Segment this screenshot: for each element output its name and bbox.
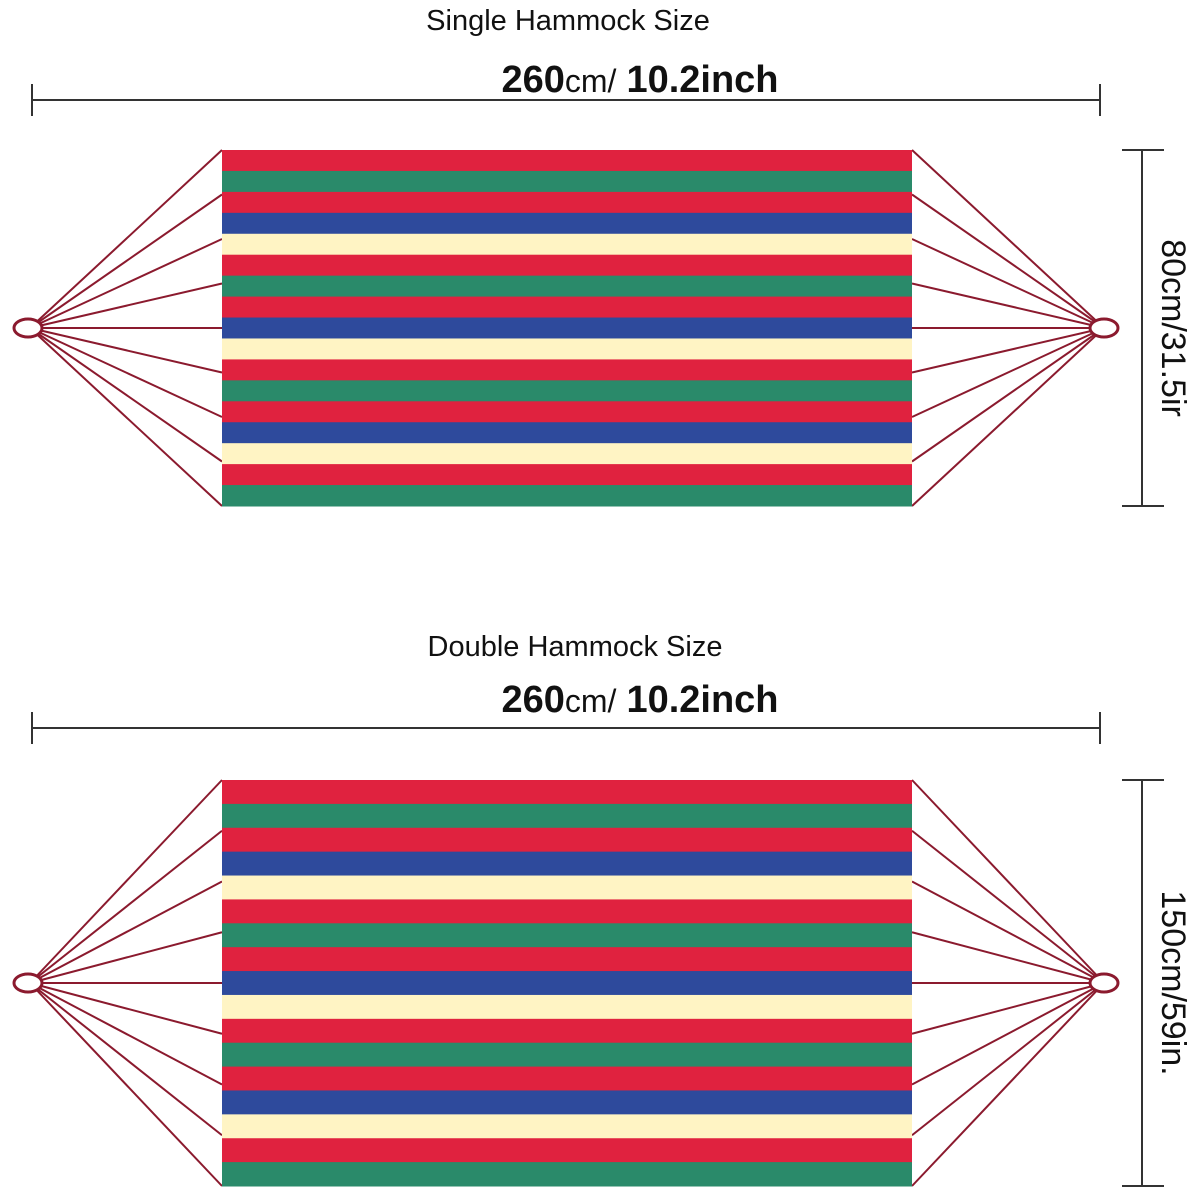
stripe: [222, 923, 912, 948]
rope: [911, 880, 1105, 984]
rope: [29, 982, 223, 1035]
ring: [12, 972, 44, 994]
stripe: [222, 947, 912, 972]
stripe: [222, 1066, 912, 1091]
width-inch: 10.2inch: [626, 59, 778, 101]
rope: [911, 982, 1105, 1035]
width-inch: 10.2inch: [626, 679, 778, 721]
stripe: [222, 170, 912, 193]
stripe: [222, 443, 912, 465]
rope: [29, 982, 223, 1137]
stripe: [222, 380, 912, 402]
rope: [911, 238, 1105, 329]
stripe: [222, 1090, 912, 1115]
rope: [29, 880, 223, 984]
rope: [911, 982, 1105, 1187]
width-unit: cm/: [565, 63, 617, 99]
rope: [911, 931, 1105, 984]
rope: [911, 282, 1105, 329]
stripe: [222, 275, 912, 298]
stripe: [222, 1162, 912, 1187]
ring: [1088, 317, 1120, 339]
ring: [12, 317, 44, 339]
stripe: [222, 212, 912, 235]
stripe: [222, 971, 912, 996]
rope: [911, 193, 1105, 329]
rope: [29, 982, 223, 1086]
stripe: [222, 780, 912, 805]
stripe: [222, 422, 912, 444]
height-label: 150cm/59in.: [1154, 890, 1192, 1075]
rope: [29, 327, 223, 418]
single-hammock: Single Hammock Size 260cm/10.2inch 80cm/…: [12, 5, 1192, 507]
stripe: [222, 1114, 912, 1139]
stripe: [222, 464, 912, 486]
rope: [911, 149, 1105, 329]
stripe: [222, 485, 912, 507]
rope: [29, 149, 223, 329]
rope: [911, 829, 1105, 984]
stripe: [222, 994, 912, 1020]
stripe: [222, 851, 912, 877]
stripe: [222, 401, 912, 423]
stripe: [222, 359, 912, 381]
title: Single Hammock Size: [426, 5, 710, 37]
rope: [29, 238, 223, 329]
rope: [29, 193, 223, 329]
height-label: 80cm/31.5ir: [1154, 239, 1192, 417]
stripe: [222, 1018, 912, 1044]
rope: [911, 327, 1105, 418]
stripe: [222, 338, 912, 360]
stripe: [222, 899, 912, 924]
rope: [29, 982, 223, 1187]
rope: [29, 282, 223, 329]
rope: [29, 931, 223, 984]
rope: [911, 327, 1105, 463]
rope: [29, 829, 223, 984]
stripe: [222, 317, 912, 339]
rope: [911, 982, 1105, 1137]
stripe: [222, 150, 912, 172]
width-number: 260: [501, 59, 564, 101]
rope: [29, 327, 223, 463]
stripe: [222, 254, 912, 277]
double-hammock: Double Hammock Size 260cm/10.2inch 150cm…: [12, 631, 1192, 1187]
ring: [1088, 972, 1120, 994]
stripe: [222, 827, 912, 853]
stripe: [222, 875, 912, 900]
rope: [29, 779, 223, 984]
rope: [29, 327, 223, 374]
stripe: [222, 803, 912, 829]
rope: [911, 982, 1105, 1086]
title: Double Hammock Size: [428, 631, 723, 663]
rope: [911, 327, 1105, 507]
stripe: [222, 1138, 912, 1163]
width-label: 260cm/10.2inch: [501, 679, 778, 721]
stripe: [222, 296, 912, 319]
width-unit: cm/: [565, 683, 617, 719]
stripe: [222, 233, 912, 256]
rope: [29, 327, 223, 507]
width-number: 260: [501, 679, 564, 721]
width-label: 260cm/10.2inch: [501, 59, 778, 101]
stripe: [222, 191, 912, 214]
rope: [911, 779, 1105, 984]
stripe: [222, 1042, 912, 1068]
rope: [911, 327, 1105, 374]
